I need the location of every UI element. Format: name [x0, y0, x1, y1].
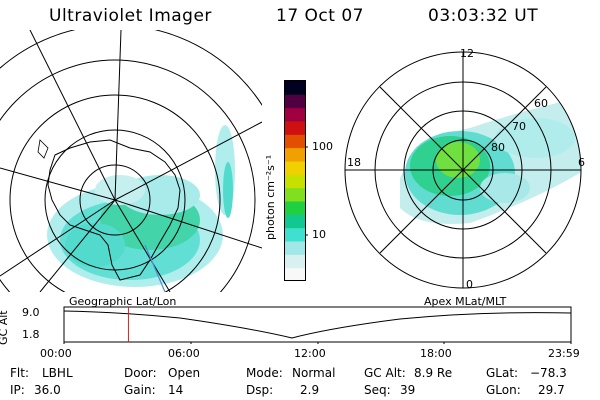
colorbar-stripe [285, 94, 306, 109]
gain-label: Gain: [124, 383, 156, 397]
geo-longitude-lines [0, 30, 262, 292]
altitude-plot [63, 306, 572, 344]
geo-latitude-rings [0, 30, 262, 292]
colorbar-stripe [285, 214, 306, 229]
altitude-xtick-3: 18:00 [420, 347, 452, 360]
filter-label: Flt: [10, 366, 29, 380]
date-label: 17 Oct 07 [276, 6, 364, 26]
colorbar-stripe [285, 134, 306, 149]
apex-polar-plot [344, 51, 582, 289]
satellite-track [144, 244, 166, 292]
ip-label: IP: [10, 383, 25, 397]
door-label: Door: [124, 366, 157, 380]
colorbar-tick-10: 10 [312, 228, 326, 241]
filter-value: LBHL [42, 366, 73, 380]
altitude-xtick-2: 12:00 [294, 347, 326, 360]
mode-label: Mode: [246, 366, 283, 380]
mlt-label-18: 18 [347, 156, 361, 169]
instrument-title: Ultraviolet Imager [49, 6, 212, 26]
altitude-xtick-0: 00:00 [40, 347, 72, 360]
geographic-map [0, 30, 262, 292]
colorbar-unit-label: photon cm⁻²s⁻¹ [264, 154, 277, 240]
colorbar-stripe [285, 107, 306, 122]
dsp-value: 2.9 [300, 383, 320, 397]
colorbar-stripe [285, 147, 306, 162]
glon-label: GLon: [486, 383, 521, 397]
colorbar-stripe [285, 174, 306, 189]
geo-aurora-emission [47, 125, 235, 287]
door-value: Open [168, 366, 201, 380]
altitude-curve [63, 310, 572, 339]
colorbar-stripe [285, 227, 306, 242]
colorbar-tick-100: 100 [312, 140, 333, 153]
glon-value: 29.7 [538, 383, 565, 397]
altitude-xtick-4: 23:59 [548, 347, 580, 360]
colorbar-stripe [285, 254, 306, 269]
mlt-label-0: 0 [466, 278, 473, 291]
colorbar-stripe [285, 187, 306, 202]
mlat-label-60: 60 [534, 97, 548, 110]
colorbar-stripe [285, 121, 306, 135]
seq-value: 39 [400, 383, 416, 397]
ip-value: 36.0 [34, 383, 61, 397]
colorbar-stripe [285, 241, 306, 255]
color-bar [284, 80, 308, 282]
mlt-label-6: 6 [578, 156, 585, 169]
mlat-label-80: 80 [491, 141, 505, 154]
seq-label: Seq: [364, 383, 391, 397]
mlat-label-70: 70 [512, 120, 526, 133]
gcalt-label: GC Alt: [364, 366, 406, 380]
altitude-xtick-1: 06:00 [168, 347, 200, 360]
gain-value: 14 [168, 383, 184, 397]
colorbar-stripe [285, 81, 306, 95]
gcalt-value: 8.9 Re [414, 366, 453, 380]
polar-map-label: Apex MLat/MLT [424, 295, 507, 308]
antarctica-coastline [47, 139, 181, 281]
colorbar-stripe [285, 267, 306, 282]
geo-map-label: Geographic Lat/Lon [69, 295, 177, 308]
glat-value: −78.3 [530, 366, 567, 380]
altitude-ylabel: GC Alt [0, 310, 10, 345]
mlt-label-12: 12 [460, 47, 474, 60]
altitude-ytick-min: 1.8 [22, 328, 40, 341]
dsp-label: Dsp: [246, 383, 274, 397]
altitude-ytick-max: 9.0 [22, 306, 40, 319]
time-label: 03:03:32 UT [428, 6, 539, 26]
glat-label: GLat: [486, 366, 519, 380]
colorbar-stripe [285, 161, 306, 175]
colorbar-stripe [285, 201, 306, 215]
mode-value: Normal [292, 366, 336, 380]
